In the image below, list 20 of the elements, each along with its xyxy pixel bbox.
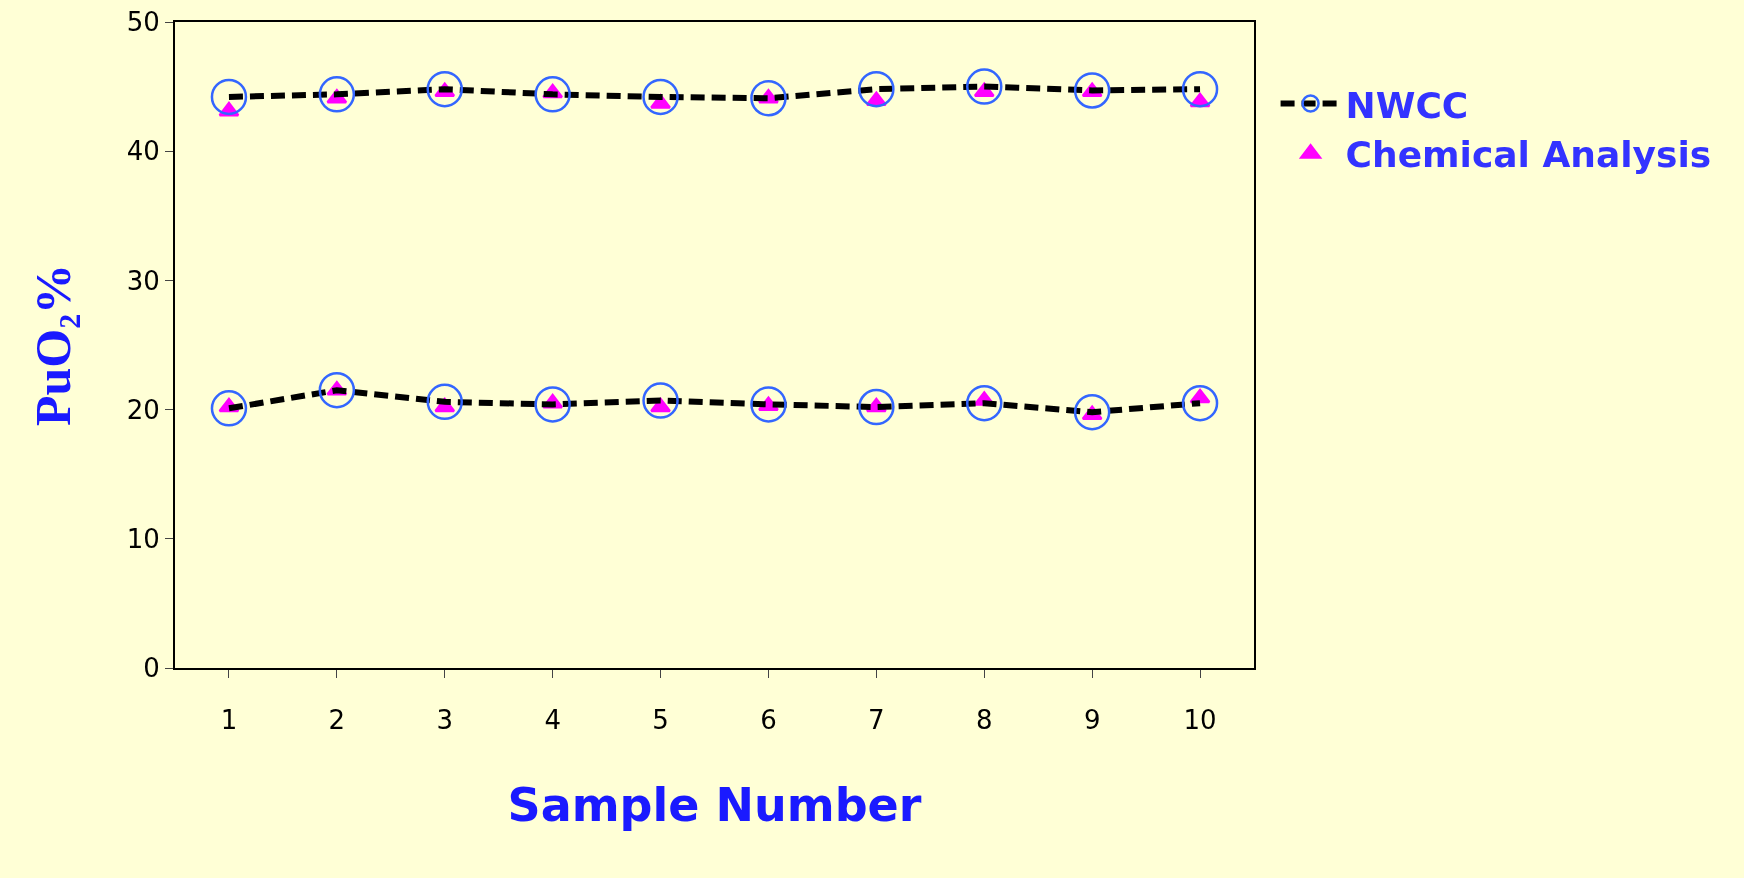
x-tick-label: 6 [760, 705, 777, 736]
x-tick-label: 3 [436, 705, 454, 736]
x-tick-label: 7 [868, 705, 885, 736]
legend-label: NWCC [1345, 84, 1469, 126]
x-tick-label: 10 [1183, 705, 1217, 736]
x-tick-label: 1 [220, 705, 238, 736]
y-tick-label: 30 [126, 265, 160, 296]
y-tick-label: 0 [143, 653, 160, 684]
y-tick-label: 10 [126, 523, 160, 554]
x-tick-label: 4 [544, 705, 561, 736]
x-tick-label: 8 [975, 705, 993, 736]
y-tick-label: 20 [126, 394, 160, 425]
x-tick-label: 9 [1083, 705, 1101, 736]
x-tick-label: 5 [652, 705, 669, 736]
y-tick-label: 40 [126, 136, 160, 167]
legend-label: Chemical Analysis [1345, 134, 1712, 176]
y-axis-title: PuO₂% [25, 263, 82, 427]
y-tick-label: 50 [126, 7, 160, 38]
x-axis-title: Sample Number [507, 778, 922, 833]
x-tick-label: 2 [328, 705, 346, 736]
